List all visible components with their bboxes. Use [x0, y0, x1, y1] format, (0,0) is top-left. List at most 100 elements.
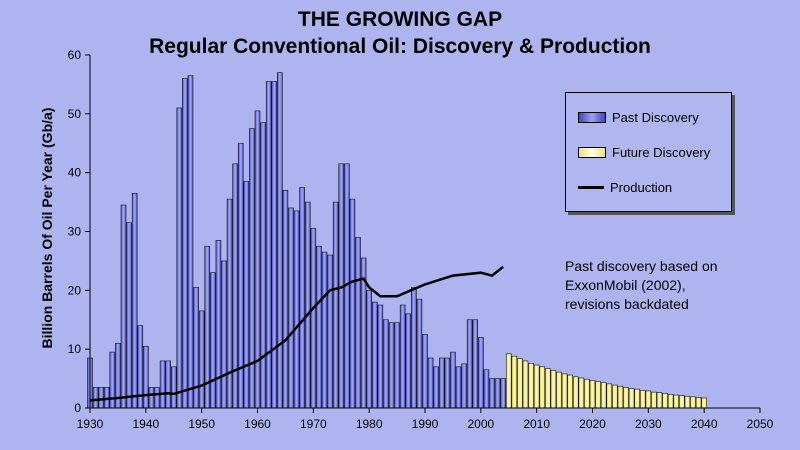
past-discovery-bar [148, 387, 155, 409]
past-discovery-bar [277, 72, 283, 409]
past-discovery-bar [478, 337, 484, 409]
y-tick-label: 40 [68, 166, 82, 180]
x-tick-label: 2000 [467, 417, 494, 431]
past-discovery-bar [226, 198, 233, 409]
past-discovery-bar [411, 287, 417, 409]
future-discovery-bar [533, 364, 540, 409]
x-tick-label: 2040 [691, 417, 718, 431]
future-discovery-bar [617, 385, 624, 409]
future-discovery-bar [567, 374, 573, 409]
past-discovery-bar [405, 313, 412, 409]
future-discovery-bar [612, 384, 618, 409]
past-discovery-bar [383, 319, 389, 409]
past-discovery-bar [321, 251, 328, 409]
future-discovery-bar [517, 358, 523, 409]
x-tick-label: 2050 [747, 417, 774, 431]
annotation-line: Past discovery based on [565, 258, 718, 274]
past-discovery-bar [500, 378, 506, 409]
legend-item-past: Past Discovery [578, 109, 699, 125]
past-discovery-bar [293, 210, 300, 409]
chart-subtitle: Regular Conventional Oil: Discovery & Pr… [149, 35, 651, 58]
past-discovery-bar [304, 201, 311, 409]
future-discovery-bars [505, 353, 707, 409]
past-discovery-bar [154, 387, 160, 409]
x-tick-label: 1980 [356, 417, 383, 431]
future-discovery-bar [684, 395, 691, 409]
future-discovery-bar [589, 380, 596, 409]
future-discovery-bar [656, 392, 663, 409]
past-discovery-bar [249, 128, 255, 409]
y-tick-label: 30 [68, 225, 82, 239]
past-discovery-bar [472, 319, 479, 409]
past-discovery-bar [126, 222, 132, 409]
past-discovery-bar [433, 366, 439, 409]
y-tick-label: 50 [68, 107, 82, 121]
past-discovery-bar [215, 240, 222, 409]
past-discovery-bar [271, 81, 278, 409]
past-discovery-bar [265, 81, 272, 409]
x-tick-label: 2030 [635, 417, 662, 431]
production-swatch [578, 185, 604, 189]
future-discovery-bar [645, 390, 652, 409]
past-discovery-bar [176, 107, 183, 409]
past-discovery-bar [371, 301, 378, 409]
past-discovery-bar [143, 345, 149, 409]
past-discovery-bar [310, 228, 317, 409]
past-discovery-bar [444, 357, 451, 409]
y-tick-label: 20 [68, 283, 82, 297]
x-tick-label: 2010 [523, 417, 550, 431]
x-tick-label: 2020 [579, 417, 606, 431]
future-discovery-bar [695, 397, 702, 409]
past-discovery-bar [327, 254, 333, 409]
future-discovery-bar [639, 390, 646, 409]
past-discovery-bar [193, 287, 199, 409]
past-discovery-bar [92, 387, 99, 409]
x-tick-label: 1950 [188, 417, 215, 431]
future-discovery-bar [595, 381, 601, 409]
future-discovery-bar [528, 362, 534, 409]
past-discovery-bar [221, 260, 227, 409]
past-discovery-bar [422, 334, 428, 409]
past-discovery-bar [131, 192, 138, 409]
annotation-line: revisions backdated [565, 296, 689, 312]
past-discovery-bar [159, 360, 166, 409]
future-discovery-swatch [578, 146, 606, 158]
future-discovery-bar [701, 397, 707, 409]
y-axis-ticks: 0 10 20 30 40 50 60 [68, 48, 90, 415]
future-discovery-bar [511, 355, 518, 409]
past-discovery-bar [438, 357, 445, 409]
legend-label-production: Production [610, 179, 673, 195]
past-discovery-bar [332, 201, 339, 409]
past-discovery-bar [260, 122, 266, 409]
past-discovery-bar [377, 304, 384, 409]
future-discovery-bar [578, 377, 585, 409]
future-discovery-bar [522, 360, 529, 409]
past-discovery-bar [455, 366, 462, 409]
future-discovery-bar [561, 373, 568, 409]
past-discovery-bar [120, 204, 127, 409]
future-discovery-bar [623, 387, 629, 409]
past-discovery-bar [170, 366, 177, 409]
past-discovery-bar [388, 322, 395, 409]
past-discovery-bar [427, 357, 434, 409]
past-discovery-bar [316, 245, 322, 409]
future-discovery-bar [572, 376, 579, 409]
past-discovery-bar [494, 378, 501, 409]
future-discovery-bar [505, 353, 512, 409]
x-tick-label: 1970 [300, 417, 327, 431]
past-discovery-bar [282, 190, 289, 409]
x-tick-label: 1940 [132, 417, 159, 431]
past-discovery-bar [366, 290, 372, 409]
future-discovery-bar [545, 368, 551, 409]
past-discovery-bar [210, 272, 216, 409]
future-discovery-bar [662, 392, 668, 409]
legend-label-future: Future Discovery [612, 144, 711, 160]
future-discovery-bar [628, 388, 635, 409]
x-tick-label: 1990 [412, 417, 439, 431]
annotation-line: ExxonMobil (2002), [565, 277, 686, 293]
future-discovery-bar [556, 371, 562, 409]
chart-title: THE GROWING GAP [297, 8, 503, 31]
past-discovery-bar [450, 351, 456, 409]
past-discovery-bar [182, 78, 188, 409]
